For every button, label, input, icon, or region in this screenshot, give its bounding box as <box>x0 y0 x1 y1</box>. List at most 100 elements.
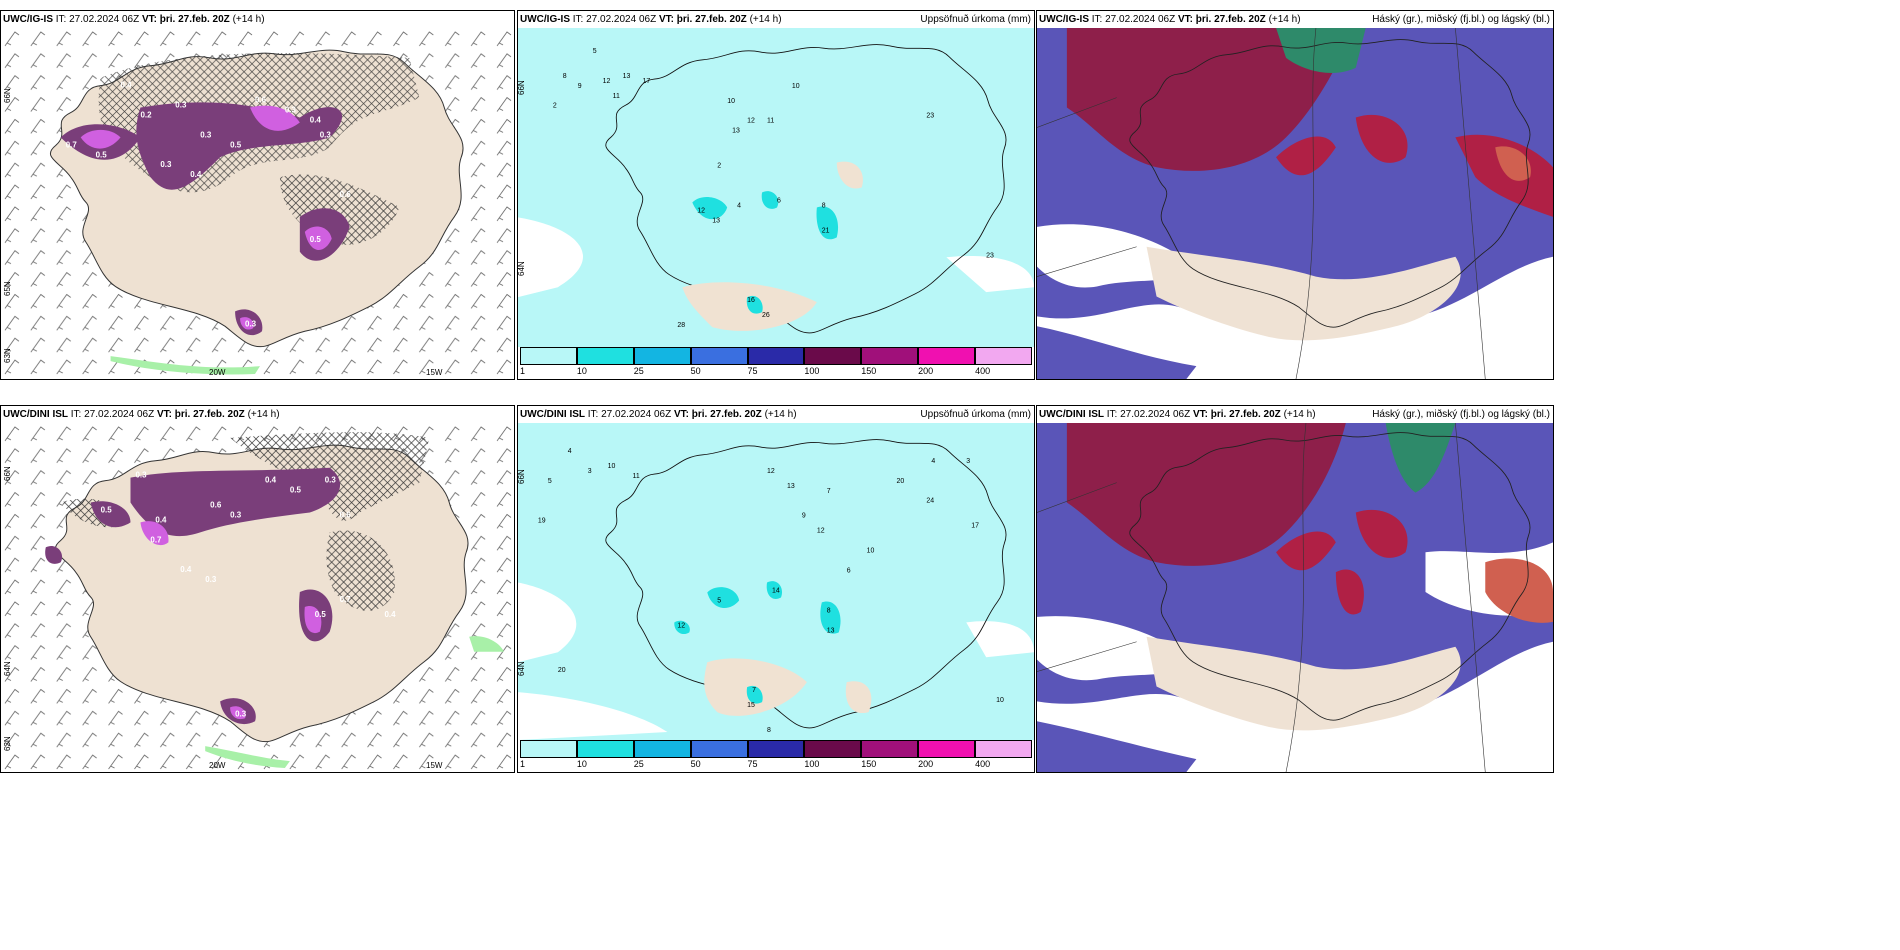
model-name: UWC/DINI ISL <box>3 409 68 420</box>
colorbar-tick: 25 <box>633 366 644 376</box>
svg-text:0.6: 0.6 <box>210 501 222 510</box>
vt-label: VT: <box>141 14 157 25</box>
field-title: Uppsöfnuð úrkoma (mm) <box>920 14 1031 25</box>
svg-text:12: 12 <box>697 207 705 214</box>
svg-text:10: 10 <box>608 463 616 470</box>
colorbar-tick: 10 <box>576 759 587 769</box>
svg-text:0.4: 0.4 <box>310 115 322 124</box>
lon-label: 20W <box>209 368 226 377</box>
map-area[interactable]: 4 3 5 10 11 12 13 7 9 12 14 20 24 17 5 8… <box>518 423 1034 740</box>
svg-text:3: 3 <box>966 458 970 465</box>
svg-text:0.3: 0.3 <box>135 471 147 480</box>
svg-text:0.3: 0.3 <box>245 319 257 328</box>
field-title: Háský (gr.), miðský (fj.bl.) og lágský (… <box>1372 409 1550 420</box>
svg-text:17: 17 <box>643 78 651 85</box>
svg-text:8: 8 <box>827 607 831 614</box>
svg-text:28: 28 <box>677 322 685 329</box>
vt-label: VT: <box>156 409 172 420</box>
svg-text:4: 4 <box>568 448 572 455</box>
precip-labels: 0.3 0.5 0.4 0.7 0.6 0.3 0.4 0.5 0.3 0.6 … <box>101 471 397 719</box>
colorbar-swatch <box>975 740 1032 758</box>
svg-text:8: 8 <box>563 73 567 80</box>
colorbar-swatch <box>804 347 862 365</box>
svg-text:26: 26 <box>762 312 770 319</box>
svg-text:4: 4 <box>931 458 935 465</box>
svg-text:12: 12 <box>677 622 685 629</box>
lat-label: 66N <box>517 80 526 95</box>
map-area[interactable]: 0.3 0.5 0.4 0.7 0.6 0.3 0.4 0.5 0.3 0.6 … <box>1 423 514 772</box>
colorbar-tick: 100 <box>804 366 820 376</box>
svg-text:0.6: 0.6 <box>255 96 267 105</box>
svg-text:0.5: 0.5 <box>101 505 113 514</box>
svg-text:0.5: 0.5 <box>310 235 322 244</box>
svg-text:24: 24 <box>926 498 934 505</box>
colorbar-swatch <box>520 347 577 365</box>
colorbar-swatch <box>918 740 976 758</box>
it-label: IT: <box>587 409 599 420</box>
colorbar-swatch <box>747 347 805 365</box>
precip-labels: 0.4 0.3 0.2 0.7 0.5 0.6 0.3 0.4 0.3 0.5 … <box>66 81 352 329</box>
map-panel-4: UWC/DINI ISL IT: 27.02.2024 06Z VT: þri.… <box>0 405 515 773</box>
svg-text:0.7: 0.7 <box>150 535 162 544</box>
svg-text:0.4: 0.4 <box>155 515 167 524</box>
svg-text:0.5: 0.5 <box>315 610 327 619</box>
colorbar-swatch <box>975 347 1032 365</box>
svg-text:5: 5 <box>593 48 597 55</box>
map-area[interactable]: 5 2 8 9 12 11 13 17 10 12 13 2 10 6 4 8 … <box>518 28 1034 347</box>
lead-time: (+14 h) <box>764 409 797 420</box>
lat-label: 64N <box>517 661 526 676</box>
it-label: IT: <box>55 14 67 25</box>
it-label: IT: <box>1106 409 1118 420</box>
svg-text:12: 12 <box>603 78 611 85</box>
it-value: 27.02.2024 06Z <box>69 14 140 25</box>
colorbar-tick: 400 <box>975 759 991 769</box>
svg-text:23: 23 <box>926 113 934 120</box>
lead-time: (+14 h) <box>247 409 280 420</box>
svg-text:3: 3 <box>588 468 592 475</box>
svg-text:9: 9 <box>578 83 582 90</box>
colorbar-tick: 100 <box>804 759 820 769</box>
colorbar-swatch <box>861 740 919 758</box>
colorbar-swatch <box>861 347 919 365</box>
map-area[interactable]: 0.4 0.3 0.2 0.7 0.5 0.6 0.3 0.4 0.3 0.5 … <box>1 28 514 379</box>
model-name: UWC/IG-IS <box>3 14 53 25</box>
colorbar-tick: 75 <box>747 366 758 376</box>
svg-text:16: 16 <box>747 297 755 304</box>
svg-text:0.5: 0.5 <box>290 486 302 495</box>
colorbar-swatch <box>576 740 634 758</box>
colorbar-swatch <box>918 347 976 365</box>
svg-text:10: 10 <box>727 98 735 105</box>
it-value: 27.02.2024 06Z <box>84 409 155 420</box>
colorbar-tick: 150 <box>861 366 877 376</box>
svg-text:0.3: 0.3 <box>230 510 242 519</box>
lead-time: (+14 h) <box>749 14 782 25</box>
svg-text:10: 10 <box>867 548 875 555</box>
colorbar: 1 10 25 50 75 100 150 200 400 <box>520 347 1032 377</box>
colorbar-tick: 50 <box>690 366 701 376</box>
svg-text:0.6: 0.6 <box>340 190 352 199</box>
svg-text:13: 13 <box>732 128 740 135</box>
svg-text:9: 9 <box>802 513 806 520</box>
map-area[interactable] <box>1037 28 1553 379</box>
svg-text:0.2: 0.2 <box>140 110 152 119</box>
svg-text:10: 10 <box>792 83 800 90</box>
lead-time: (+14 h) <box>1283 409 1316 420</box>
svg-text:0.4: 0.4 <box>180 565 192 574</box>
lat-label: 65N <box>3 281 12 296</box>
svg-text:2: 2 <box>553 103 557 110</box>
map-panel-6: UWC/DINI ISL IT: 27.02.2024 06Z VT: þri.… <box>1036 405 1554 773</box>
colorbar-tick: 50 <box>690 759 701 769</box>
it-label: IT: <box>70 409 82 420</box>
it-value: 27.02.2024 06Z <box>1105 14 1176 25</box>
svg-text:0.5: 0.5 <box>96 150 108 159</box>
colorbar-swatch <box>633 347 691 365</box>
vt-label: VT: <box>1177 14 1193 25</box>
lead-time: (+14 h) <box>232 14 265 25</box>
lat-label: 63N <box>3 348 12 363</box>
vt-value: þri. 27.feb. 20Z <box>676 14 747 25</box>
colorbar-swatch <box>576 347 634 365</box>
colorbar-tick: 10 <box>576 366 587 376</box>
map-area[interactable] <box>1037 423 1553 772</box>
svg-text:10: 10 <box>996 697 1004 704</box>
it-label: IT: <box>1091 14 1103 25</box>
